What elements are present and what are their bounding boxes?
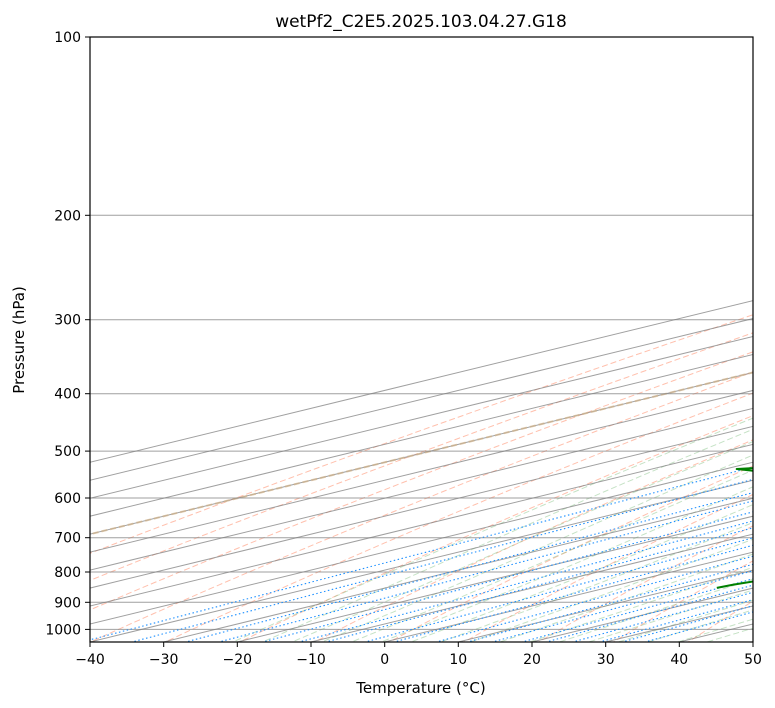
dry-adiabat-line <box>90 351 753 611</box>
y-tick-label: 600 <box>54 491 81 507</box>
y-tick-label: 200 <box>54 208 81 224</box>
y-tick-label: 1000 <box>45 622 81 638</box>
chart-title: wetPf2_C2E5.2025.103.04.27.G18 <box>275 12 567 32</box>
moist-adiabat-line <box>438 521 753 642</box>
y-axis: 100 200 300 400 500 600 700 800 900 1000 <box>45 30 90 638</box>
mixing-ratio-line <box>323 527 753 642</box>
mixing-ratio-line <box>620 605 753 642</box>
x-tick-label: −40 <box>75 652 105 668</box>
plot-frame <box>89 36 754 643</box>
x-tick-label: 30 <box>597 652 615 668</box>
x-tick-label: 0 <box>380 652 389 668</box>
moist-adiabat-line <box>261 428 753 642</box>
y-tick-label: 900 <box>54 595 81 611</box>
mixing-ratio-line <box>216 500 753 642</box>
isotherm-line <box>90 479 753 642</box>
x-tick-label: −30 <box>149 652 179 668</box>
y-axis-title: Pressure (hPa) <box>10 286 28 394</box>
moist-adiabat-line <box>320 454 753 642</box>
x-tick-label: −10 <box>296 652 326 668</box>
y-tick-label: 300 <box>54 313 81 329</box>
moist-adiabat-line <box>468 538 753 642</box>
isotherm-line <box>90 425 753 589</box>
x-tick-label: 50 <box>744 652 762 668</box>
isotherm-line <box>90 443 753 607</box>
moist-adiabat-line <box>527 566 753 642</box>
moist-adiabat-line <box>409 504 753 642</box>
mixing-ratio-line <box>90 466 753 641</box>
y-tick-label: 400 <box>54 387 81 403</box>
isotherm-line <box>235 515 753 642</box>
isotherm-line <box>308 533 753 642</box>
moist-adiabat-line <box>379 486 753 642</box>
mixing-ratio-line <box>570 591 753 642</box>
y-tick-label: 100 <box>54 30 81 46</box>
isotherm-line <box>90 461 753 625</box>
mixing-ratio-line <box>597 599 753 642</box>
isotherm-line <box>161 497 753 642</box>
moist-adiabat-line <box>616 599 753 642</box>
y-tick-label: 500 <box>54 444 81 460</box>
y-tick-label: 700 <box>54 531 81 547</box>
isotherm-line <box>90 407 753 571</box>
moist-adiabat-line <box>231 417 753 642</box>
mixing-ratio-line <box>260 511 753 642</box>
x-tick-label: 10 <box>449 652 467 668</box>
mixing-ratio-line <box>643 611 753 642</box>
moist-adiabat-line <box>557 578 753 642</box>
isotherm-line <box>90 300 753 463</box>
mixing-ratio-line <box>129 478 753 642</box>
mixing-ratio-line <box>363 537 753 642</box>
x-tick-label: 40 <box>670 652 688 668</box>
moist-adiabat-line <box>290 440 753 642</box>
background-lines <box>90 37 753 642</box>
isotherm-line <box>90 318 753 481</box>
x-axis: −40 −30 −20 −10 0 10 20 30 40 50 <box>75 642 762 668</box>
isotherm-line <box>90 389 753 553</box>
mixing-ratio-line <box>183 492 753 642</box>
x-axis-title: Temperature (°C) <box>355 679 485 697</box>
moist-adiabat-line <box>349 469 753 642</box>
zero-curve-line <box>90 371 753 536</box>
y-tick-label: 800 <box>54 565 81 581</box>
mixing-ratio-line <box>544 584 753 642</box>
mixing-ratio-line <box>465 563 753 642</box>
x-tick-label: −20 <box>223 652 253 668</box>
x-tick-label: 20 <box>523 652 541 668</box>
